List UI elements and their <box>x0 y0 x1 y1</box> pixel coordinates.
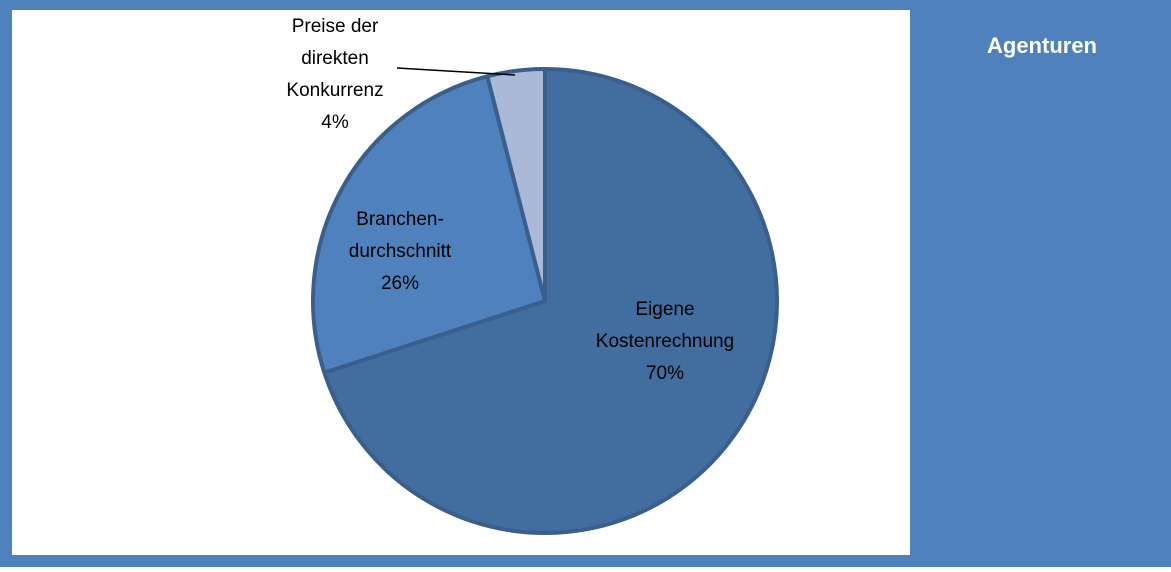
label-line: Branchen- <box>356 209 444 230</box>
data-label: Eigene Kostenrechnung 70% <box>596 299 734 384</box>
label-line: Kostenrechnung <box>596 331 734 352</box>
side-title: Agenturen <box>987 33 1097 58</box>
pie-slice <box>311 74 547 375</box>
value-label: 26% <box>381 273 419 294</box>
pie-slice <box>485 67 547 303</box>
label-line: Preise der <box>292 16 379 37</box>
data-label: Branchen-durchschnitt 26% <box>349 209 452 294</box>
value-label: 4% <box>321 112 349 133</box>
value-label: 70% <box>646 363 684 384</box>
data-label: Preise der direkten Konkurrenz 4% <box>286 16 383 133</box>
leader-line <box>396 67 516 76</box>
label-line: direkten <box>301 48 369 69</box>
label-line: durchschnitt <box>349 241 452 262</box>
label-line: Konkurrenz <box>286 80 383 101</box>
label-line: Eigene <box>635 299 694 320</box>
pie-slice <box>322 67 779 535</box>
